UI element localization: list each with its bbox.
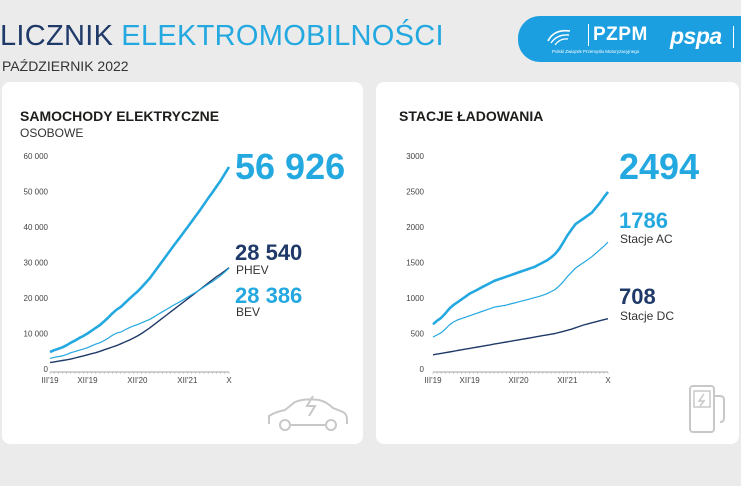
y-tick-label: 10 000	[24, 330, 49, 339]
bev-value: 28 386	[235, 283, 303, 308]
ev-total-value: 56 926	[235, 146, 346, 187]
x-tick-label: XII'19	[77, 376, 98, 385]
ev-cars-subtitle: OSOBOWE	[20, 126, 84, 140]
dc-value: 708	[619, 284, 656, 309]
brand-separator	[588, 24, 589, 46]
y-tick-label: 40 000	[24, 223, 49, 232]
pspa-logo-text: pspa	[670, 23, 722, 49]
pzpm-logo-subtext: Polski Związek Przemysłu Motoryzacyjnego	[552, 49, 640, 54]
phev-label: PHEV	[236, 263, 269, 277]
charging-stations-panel: 0 500 1000 1500 2000 2500 3000 III'19 XII'19 XII'…	[376, 82, 739, 444]
page-title-part1: LICZNIK	[0, 20, 114, 52]
page-title-part2: ELEKTROMOBILNOŚCI	[121, 20, 444, 52]
pzpm-logo-icon	[547, 29, 571, 46]
brand-banner: PZPM Polski Związek Przemysłu Motoryzacy…	[518, 16, 741, 62]
series-line-2	[432, 318, 609, 356]
ev-cars-panel: 0 10 000 20 000 30 000 40 000 50 000 60 000 III…	[2, 82, 363, 444]
ev-cars-chart: 0 10 000 20 000 30 000 40 000 50 000 60 000 III…	[24, 152, 233, 385]
x-tick-label: X	[605, 376, 611, 385]
y-tick-label: 2000	[406, 223, 424, 232]
y-tick-label: 2500	[406, 188, 424, 197]
series-line-0	[432, 191, 610, 326]
y-tick-label: 50 000	[24, 188, 49, 197]
x-tick-label: XII'20	[127, 376, 148, 385]
charging-station-icon	[689, 385, 725, 433]
x-tick-label: III'19	[424, 376, 442, 385]
charging-stations-chart: 0 500 1000 1500 2000 2500 3000 III'19 XII'19 XII'…	[406, 152, 611, 385]
phev-value: 28 540	[235, 240, 303, 265]
x-tick-label: XII'20	[508, 376, 529, 385]
x-tick-label: XII'21	[177, 376, 198, 385]
ac-value: 1786	[619, 208, 668, 233]
series-line-1	[49, 267, 230, 364]
ac-label: Stacje AC	[620, 232, 673, 246]
y-tick-label: 1000	[406, 294, 424, 303]
pzpm-logo-text: PZPM	[593, 24, 648, 45]
x-tick-label: X	[226, 376, 232, 385]
x-tick-label: III'19	[41, 376, 59, 385]
y-tick-label: 1500	[406, 259, 424, 268]
bev-label: BEV	[236, 305, 261, 319]
series-line-0	[49, 166, 231, 354]
y-tick-label: 20 000	[24, 294, 49, 303]
electric-car-icon	[268, 395, 348, 431]
report-date: PAŹDZIERNIK 2022	[2, 58, 129, 74]
charging-title: STACJE ŁADOWANIA	[399, 108, 544, 124]
y-tick-label: 30 000	[24, 259, 49, 268]
brand-separator-2	[733, 26, 734, 48]
x-tick-label: XII'21	[557, 376, 578, 385]
y-tick-label: 3000	[406, 152, 424, 161]
x-tick-label: XII'19	[460, 376, 481, 385]
y-tick-label: 0	[420, 365, 425, 374]
y-tick-label: 0	[44, 365, 49, 374]
series-line-1	[432, 241, 609, 338]
charging-total-value: 2494	[619, 146, 700, 187]
dc-label: Stacje DC	[620, 309, 675, 323]
page-title: LICZNIK ELEKTROMOBILNOŚCI	[0, 20, 444, 53]
ev-cars-title: SAMOCHODY ELEKTRYCZNE	[20, 108, 220, 124]
y-tick-label: 500	[411, 330, 425, 339]
series-line-2	[49, 267, 230, 359]
y-tick-label: 60 000	[24, 152, 49, 161]
